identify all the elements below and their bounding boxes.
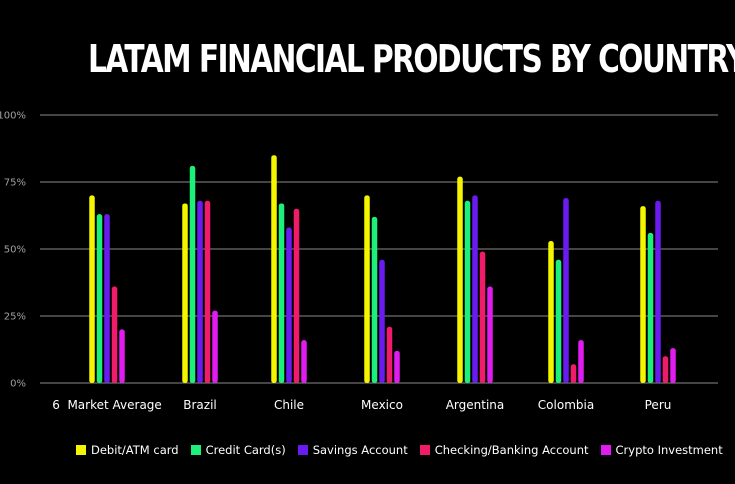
bar (479, 251, 486, 383)
legend-swatch (76, 445, 86, 455)
bar (197, 200, 203, 383)
legend-item: Savings Account (297, 443, 408, 457)
y-tick-label: 100% (0, 111, 26, 122)
bar (647, 232, 654, 383)
bar (278, 203, 285, 383)
bar (670, 348, 676, 383)
bar (570, 364, 577, 383)
bar (640, 206, 646, 383)
bar (487, 286, 493, 383)
bar (662, 356, 669, 383)
legend-item: Debit/ATM card (76, 443, 179, 457)
bar (286, 227, 292, 383)
bar (563, 198, 569, 383)
gridlines (40, 114, 718, 384)
y-axis-ticks: 0% 25% 50% 75% 100% (0, 111, 26, 390)
bar (204, 200, 211, 383)
bar (555, 259, 562, 383)
bar (96, 214, 103, 383)
chart-title: LATAM FINANCIAL PRODUCTS BY COUNTRY (88, 37, 735, 81)
legend: Debit/ATM card Credit Card(s) Savings Acco… (76, 443, 723, 457)
x-tick-label: Peru (645, 398, 672, 412)
bar (104, 214, 110, 383)
bar (394, 350, 400, 383)
bar (119, 329, 125, 383)
bar (386, 326, 393, 383)
bar (472, 195, 478, 383)
bars (89, 155, 676, 383)
bar (189, 165, 196, 383)
legend-label: Savings Account (312, 443, 408, 457)
y-tick-label: 50% (4, 245, 26, 256)
legend-label: Credit Card(s) (205, 443, 286, 457)
y-tick-label: 25% (4, 312, 26, 323)
bar (578, 340, 584, 383)
legend-item: Checking/Banking Account (419, 443, 589, 457)
legend-swatch (600, 445, 611, 455)
legend-label: Crypto Investment (615, 443, 723, 457)
legend-swatch (190, 445, 201, 455)
x-axis-ticks: 6 Market Average Brazil Chile Mexico Argenti… (52, 398, 671, 412)
x-tick-label: Mexico (361, 398, 403, 412)
y-tick-label: 75% (4, 178, 26, 189)
legend-label: Checking/Banking Account (434, 443, 589, 457)
x-tick-label: 6 Market Average (52, 398, 162, 412)
x-tick-label: Brazil (183, 398, 217, 412)
bar (379, 259, 385, 383)
bar (212, 310, 218, 383)
legend-label: Debit/ATM card (91, 443, 179, 457)
x-tick-label: Colombia (538, 398, 594, 412)
legend-item: Crypto Investment (600, 443, 723, 457)
legend-swatch (419, 445, 430, 455)
x-tick-label: Argentina (446, 398, 505, 412)
x-tick-label: Chile (274, 398, 304, 412)
bar (271, 155, 277, 383)
bar (371, 216, 378, 383)
bar (111, 286, 118, 383)
legend-item: Credit Card(s) (190, 443, 286, 457)
bar (301, 340, 307, 383)
bar (182, 203, 188, 383)
bar (364, 195, 370, 383)
y-tick-label: 0% (10, 379, 26, 390)
legend-swatch (297, 445, 308, 455)
bar (457, 176, 463, 383)
bar (548, 240, 554, 383)
bar (89, 195, 95, 383)
bar (655, 200, 661, 383)
bar (464, 200, 471, 383)
bar (293, 208, 300, 383)
